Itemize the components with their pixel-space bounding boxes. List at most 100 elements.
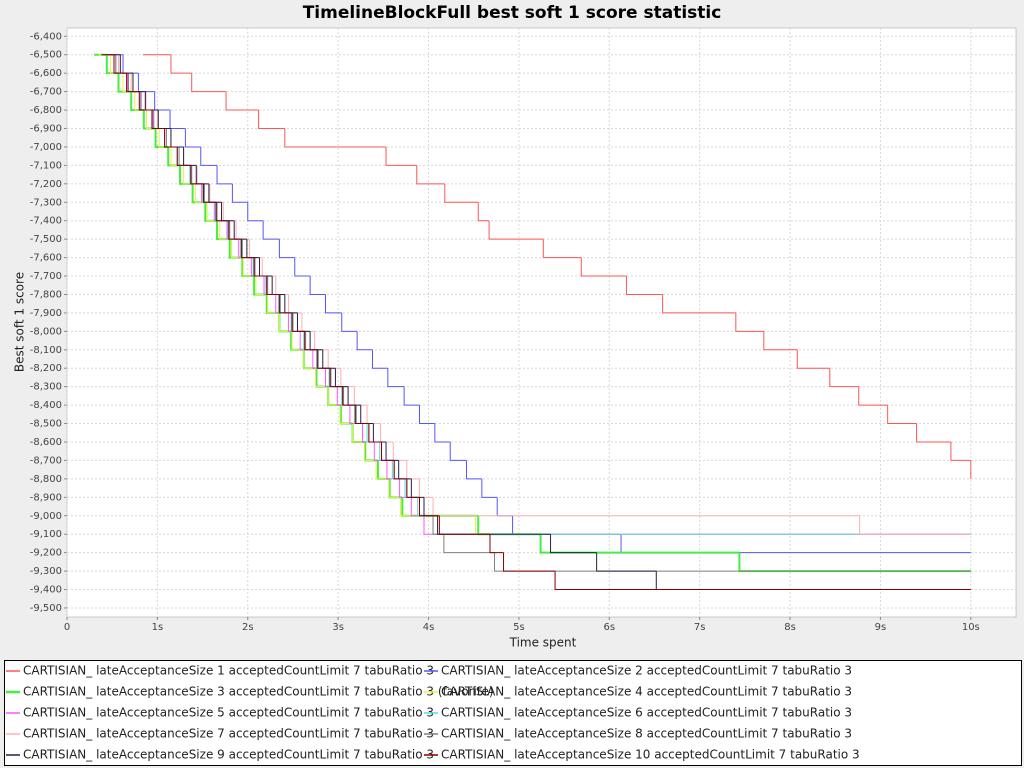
- x-tick-label: 7s: [694, 622, 706, 633]
- step-segment: [554, 571, 971, 591]
- y-tick-label: -9,300: [30, 566, 62, 577]
- step-segment: [580, 257, 627, 277]
- step-segment: [228, 220, 242, 240]
- step-segment: [489, 534, 504, 554]
- step-segment: [266, 276, 280, 295]
- step-segment: [216, 165, 233, 185]
- step-segment: [164, 128, 178, 148]
- step-segment: [434, 423, 451, 443]
- x-tick-label: 2s: [242, 622, 254, 633]
- step-segment: [916, 423, 951, 443]
- x-tick-label: 3s: [332, 622, 344, 633]
- step-segment: [406, 478, 420, 498]
- series-line: [142, 54, 972, 479]
- step-segment: [418, 405, 435, 425]
- step-segment: [387, 368, 405, 388]
- y-axis-label: Best soft 1 score: [13, 272, 27, 372]
- y-tick-label: -8,100: [30, 345, 62, 356]
- step-segment: [437, 515, 551, 535]
- step-segment: [735, 312, 764, 332]
- legend-label: CARTISIAN_ lateAcceptanceSize 4 accepted…: [441, 685, 852, 699]
- y-tick-label: -6,900: [30, 124, 62, 135]
- y-tick-label: -8,600: [30, 437, 62, 448]
- y-tick-label: -7,300: [30, 197, 62, 208]
- y-tick-label: -9,400: [30, 585, 62, 596]
- y-tick-label: -7,700: [30, 271, 62, 282]
- y-tick-label: -9,200: [30, 548, 62, 559]
- chart-title: TimelineBlockFull best soft 1 score stat…: [303, 3, 722, 23]
- y-tick-label: -7,200: [30, 179, 62, 190]
- y-tick-label: -8,200: [30, 363, 62, 374]
- step-segment: [200, 146, 218, 166]
- step-segment: [190, 165, 204, 185]
- step-segment: [170, 54, 192, 74]
- step-segment: [262, 220, 280, 240]
- y-tick-label: -9,000: [30, 511, 62, 522]
- step-segment: [184, 128, 201, 148]
- step-segment: [247, 202, 264, 222]
- step-segment: [342, 386, 356, 406]
- step-segment: [315, 368, 329, 388]
- step-segment: [481, 478, 498, 498]
- x-tick-label: 9s: [875, 622, 887, 633]
- step-segment: [371, 349, 388, 369]
- step-segment: [278, 312, 293, 332]
- y-tick-label: -7,000: [30, 142, 62, 153]
- x-tick-label: 10s: [962, 622, 980, 633]
- step-segment: [662, 294, 736, 314]
- step-segment: [253, 257, 267, 277]
- step-segment: [354, 405, 369, 425]
- legend-label: CARTISIAN_ lateAcceptanceSize 9 accepted…: [23, 748, 434, 762]
- step-segment: [151, 110, 165, 130]
- y-tick-label: -7,100: [30, 160, 62, 171]
- step-segment: [231, 183, 248, 203]
- step-segment: [465, 460, 482, 480]
- y-tick-label: -7,600: [30, 253, 62, 264]
- step-segment: [294, 257, 311, 277]
- x-tick-label: 6s: [603, 622, 615, 633]
- step-segment: [829, 368, 859, 388]
- step-segment: [215, 202, 229, 222]
- step-segment: [393, 460, 407, 480]
- x-tick-label: 0: [64, 622, 70, 633]
- step-segment: [494, 552, 971, 572]
- y-tick-label: -8,700: [30, 455, 62, 466]
- step-segment: [438, 515, 490, 535]
- legend-label: CARTISIAN_ lateAcceptanceSize 6 accepted…: [441, 706, 852, 720]
- step-segment: [887, 405, 917, 425]
- y-tick-label: -6,800: [30, 105, 62, 116]
- step-segment: [284, 128, 387, 148]
- x-tick-label: 8s: [784, 622, 796, 633]
- step-segment: [339, 405, 353, 425]
- step-segment: [202, 183, 217, 203]
- legend-label: CARTISIAN_ lateAcceptanceSize 1 accepted…: [23, 664, 434, 678]
- step-segment: [341, 312, 358, 332]
- x-tick-label: 5s: [513, 622, 525, 633]
- step-segment: [385, 146, 417, 166]
- step-segment: [596, 552, 657, 572]
- step-segment: [191, 73, 227, 93]
- step-segment: [763, 331, 798, 351]
- y-tick-label: -8,800: [30, 474, 62, 485]
- y-tick-label: -6,400: [30, 31, 62, 42]
- y-tick-label: -7,400: [30, 216, 62, 227]
- y-tick-label: -7,900: [30, 308, 62, 319]
- x-tick-label: 1s: [152, 622, 164, 633]
- step-segment: [363, 441, 377, 461]
- step-segment: [542, 239, 582, 259]
- step-segment: [418, 497, 440, 517]
- step-segment: [368, 423, 382, 443]
- legend-label: CARTISIAN_ lateAcceptanceSize 5 accepted…: [23, 706, 434, 720]
- y-tick-label: -9,100: [30, 529, 62, 540]
- y-tick-label: -7,500: [30, 234, 62, 245]
- y-tick-label: -8,900: [30, 492, 62, 503]
- step-segment: [503, 552, 556, 572]
- step-segment: [477, 202, 490, 222]
- step-segment: [550, 534, 597, 554]
- y-tick-label: -7,800: [30, 289, 62, 300]
- step-segment: [375, 460, 389, 480]
- step-segment: [176, 146, 191, 166]
- step-segment: [443, 534, 495, 554]
- y-tick-label: -8,000: [30, 326, 62, 337]
- y-tick-label: -6,600: [30, 68, 62, 79]
